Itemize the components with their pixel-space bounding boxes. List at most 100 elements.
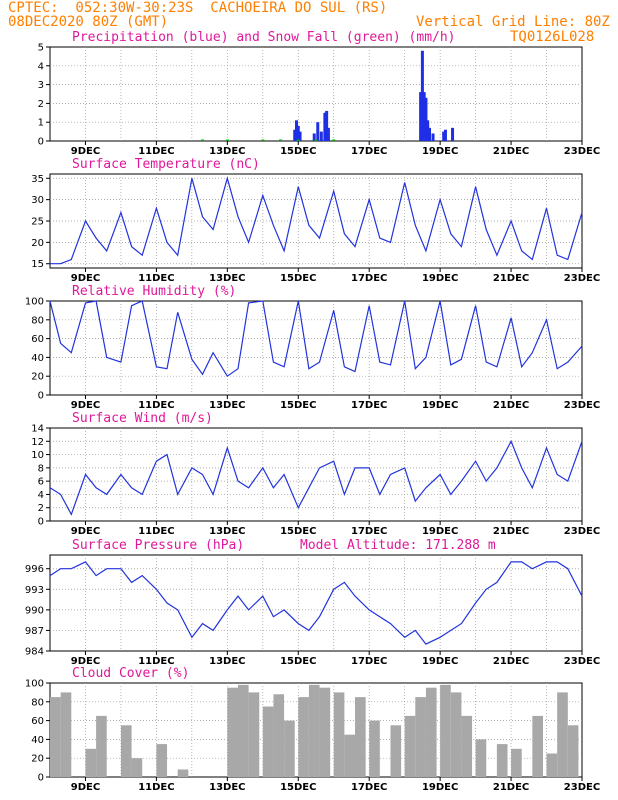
cloud-cover-bar [390,725,402,777]
cloud-cover-bar [50,697,61,777]
y-tick-label: 4 [38,61,44,72]
x-tick-label: 21DEC [493,400,529,411]
x-tick-label: 11DEC [138,782,174,793]
x-tick-label: 21DEC [493,782,529,793]
y-tick-label: 40 [31,735,44,746]
y-tick-label: 20 [31,372,44,383]
y-tick-label: 10 [31,450,44,461]
cloud-cover-bar [450,692,462,777]
y-tick-label: 0 [38,773,44,784]
snowfall-bar [225,139,229,141]
y-tick-label: 6 [38,477,44,488]
x-tick-label: 23DEC [564,273,600,284]
x-tick-label: 11DEC [138,526,174,537]
snowfall-bar [332,139,336,141]
x-tick-label: 23DEC [564,526,600,537]
cloud-cover-bar [85,748,97,777]
x-tick-label: 11DEC [138,400,174,411]
x-tick-label: 23DEC [564,400,600,411]
x-tick-label: 19DEC [422,526,458,537]
snowfall-bar [296,139,300,141]
precipitation-bar [427,127,431,141]
cloud-cover-bar [532,715,543,777]
series-line [49,300,583,378]
y-tick-label: 0 [38,137,44,148]
cloud-cover-bar [284,720,295,777]
precipitation-bar [443,129,447,141]
x-tick-label: 11DEC [138,656,174,667]
cloud-cover-bar [333,692,345,777]
cloud-cover-bar [262,706,274,777]
x-tick-label: 21DEC [493,526,529,537]
cloud-cover-bar [546,753,558,777]
plot-frame [49,554,583,652]
precipitation-bar [316,122,320,141]
y-tick-label: 984 [25,647,44,658]
cloud-cover-bar [415,697,426,777]
x-tick-label: 19DEC [422,656,458,667]
x-tick-label: 9DEC [71,273,100,284]
x-tick-label: 21DEC [493,273,529,284]
snowfall-bar [261,139,265,141]
panel-annotation: Model Altitude: 171.288 m [300,538,496,553]
cloud-cover-bar [425,687,437,777]
x-tick-label: 21DEC [493,146,529,157]
x-tick-label: 15DEC [280,656,316,667]
cloud-cover-bar [248,692,260,777]
precipitation-bar [296,125,300,141]
cloud-cover-bar [557,692,568,777]
cloud-cover-bar [156,744,168,777]
x-tick-label: 11DEC [138,146,174,157]
x-tick-label: 15DEC [280,400,316,411]
y-tick-label: 0 [38,517,44,528]
x-tick-label: 9DEC [71,526,100,537]
y-tick-label: 2 [38,99,44,110]
precipitation-bar [422,92,426,141]
cloud-cover-bar [60,692,72,777]
cloud-cover-bar [567,725,579,777]
cloud-cover-bar [475,739,487,777]
y-tick-label: 987 [25,626,44,637]
cloud-cover-bar [177,769,189,777]
series-line [49,561,583,645]
cloud-cover-bar [96,715,107,777]
series-line [49,439,583,516]
y-tick-label: 996 [25,564,44,575]
y-tick-label: 100 [25,297,44,308]
panel-title: Surface Wind (m/s) [72,411,213,426]
y-tick-label: 1 [38,118,44,129]
x-tick-label: 23DEC [564,782,600,793]
x-tick-label: 15DEC [280,146,316,157]
cloud-cover-bar [461,715,473,777]
cloud-cover-bar [496,744,508,777]
panel-title: Cloud Cover (%) [72,666,189,681]
snowfall-bar [201,139,205,141]
x-tick-label: 13DEC [209,782,245,793]
y-tick-label: 20 [31,754,44,765]
y-tick-label: 990 [25,605,44,616]
y-tick-label: 60 [31,716,44,727]
x-tick-label: 13DEC [209,146,245,157]
x-tick-label: 13DEC [209,400,245,411]
cloud-cover-bar [237,684,249,777]
y-tick-label: 20 [31,238,44,249]
x-tick-label: 17DEC [351,400,387,411]
x-tick-label: 17DEC [351,782,387,793]
y-tick-label: 30 [31,195,44,206]
y-tick-label: 993 [25,585,44,596]
snowfall-bar [314,139,318,141]
y-tick-label: 40 [31,353,44,364]
header-model-code: TQ0126L028 [510,29,595,45]
precipitation-bar [420,50,424,142]
precipitation-bar [312,133,316,141]
x-tick-label: 9DEC [71,146,100,157]
x-tick-label: 15DEC [280,526,316,537]
panel-title: Precipitation (blue) and Snow Fall (gree… [72,30,456,45]
y-tick-label: 80 [31,315,44,326]
x-tick-label: 11DEC [138,273,174,284]
precipitation-bar [326,127,330,141]
y-tick-label: 12 [31,437,44,448]
precipitation-bar [424,97,428,141]
precipitation-bar [419,92,423,141]
